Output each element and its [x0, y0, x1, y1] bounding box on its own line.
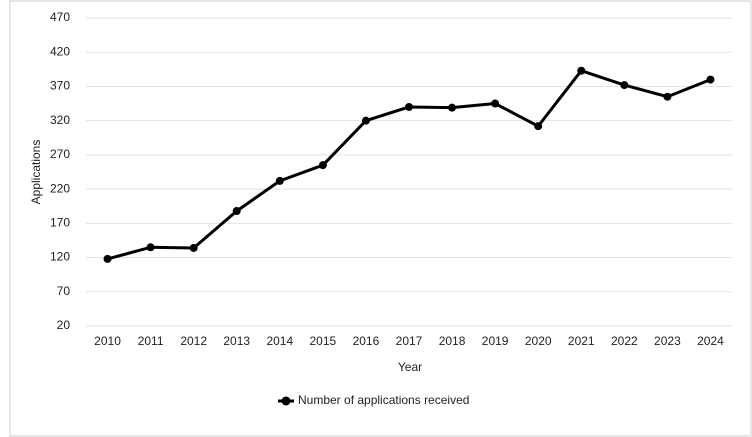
data-point — [103, 254, 112, 263]
x-tick-label: 2011 — [138, 334, 164, 348]
y-tick-label: 220 — [50, 181, 70, 195]
data-point — [491, 99, 500, 108]
x-axis-title: Year — [398, 360, 422, 374]
data-point — [448, 103, 457, 112]
y-tick-label: 470 — [50, 10, 70, 24]
legend-marker — [281, 396, 291, 406]
y-tick-label: 320 — [50, 113, 70, 127]
data-point — [620, 81, 629, 90]
data-point — [275, 176, 284, 185]
x-tick-label: 2015 — [310, 334, 337, 348]
y-tick-label: 370 — [50, 79, 70, 93]
legend-label: Number of applications received — [298, 393, 469, 407]
x-tick-label: 2022 — [611, 334, 638, 348]
x-tick-label: 2018 — [439, 334, 466, 348]
data-point — [361, 116, 370, 125]
y-tick-label: 120 — [50, 250, 70, 264]
x-tick-label: 2023 — [654, 334, 681, 348]
data-point — [318, 161, 327, 170]
y-tick-label: 420 — [50, 44, 70, 58]
x-tick-label: 2020 — [525, 334, 552, 348]
x-tick-label: 2024 — [697, 334, 724, 348]
data-point — [146, 243, 155, 252]
y-tick-label: 170 — [50, 216, 70, 230]
data-point — [232, 207, 241, 216]
chart-frame — [9, 0, 752, 437]
y-tick-label: 70 — [57, 284, 71, 298]
x-tick-label: 2021 — [568, 334, 595, 348]
data-point — [706, 75, 715, 84]
y-axis-title: Applications — [29, 140, 43, 205]
x-tick-label: 2016 — [353, 334, 380, 348]
y-tick-label: 20 — [57, 318, 71, 332]
data-point — [189, 243, 198, 252]
x-tick-label: 2014 — [266, 334, 293, 348]
x-tick-label: 2012 — [180, 334, 207, 348]
x-tick-label: 2019 — [482, 334, 509, 348]
data-point — [534, 122, 543, 131]
data-point — [577, 66, 586, 75]
y-tick-label: 270 — [50, 147, 70, 161]
x-tick-label: 2010 — [94, 334, 121, 348]
x-tick-label: 2017 — [396, 334, 423, 348]
data-point — [405, 102, 413, 111]
x-tick-label: 2013 — [223, 334, 250, 348]
data-point — [663, 92, 672, 101]
